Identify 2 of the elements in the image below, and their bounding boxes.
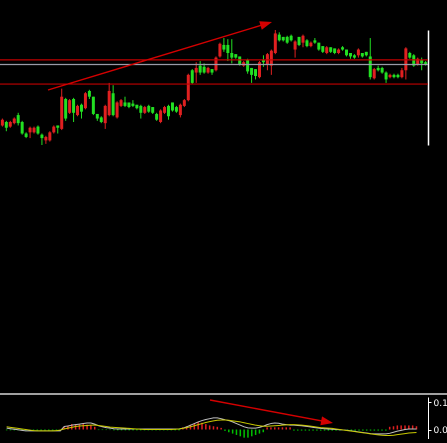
y-tick-label: 0.1 — [434, 398, 447, 409]
y-tick-label: 0.0 — [434, 426, 447, 436]
